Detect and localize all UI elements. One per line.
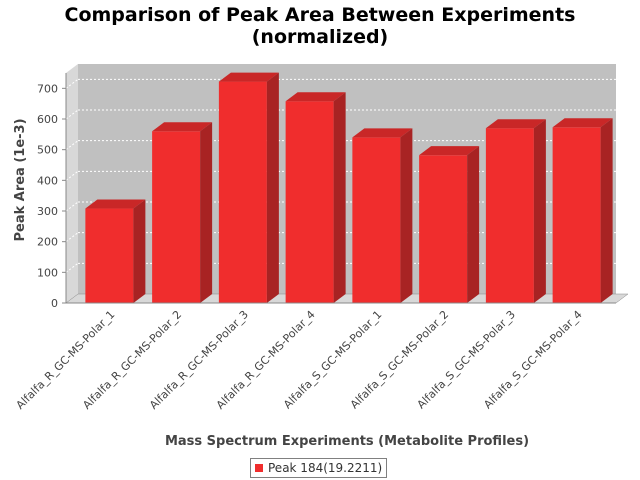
y-tick-label: 600 [37, 113, 58, 126]
bar-side [533, 119, 546, 303]
bar-top [485, 119, 546, 129]
gridline-side [65, 109, 79, 120]
bar [152, 131, 201, 303]
gridline-side [65, 201, 79, 212]
y-tick-label: 400 [37, 174, 58, 187]
bar-side [600, 118, 613, 303]
gridline-side [65, 170, 79, 181]
legend-label: Peak 184(19.2211) [268, 461, 383, 475]
y-tick-label: 300 [37, 205, 58, 218]
y-tick-label: 500 [37, 144, 58, 157]
gridline-side [65, 140, 79, 151]
bar-side [467, 146, 480, 303]
y-axis-label: Peak Area (1e-3) [13, 118, 28, 241]
chart-title-line-1: Comparison of Peak Area Between Experime… [64, 4, 576, 26]
bar-top [152, 122, 213, 132]
bar-side [266, 72, 279, 303]
bar-side [333, 92, 346, 303]
bar-top [419, 146, 480, 156]
gridline-side [65, 262, 79, 273]
gridline-side [65, 232, 79, 243]
legend: Peak 184(19.2211) [250, 458, 388, 478]
bar-top [218, 72, 279, 82]
gridline-side [65, 78, 79, 89]
y-tick-label: 100 [37, 266, 58, 279]
bar [552, 127, 601, 303]
legend-swatch [255, 464, 263, 472]
chart-title-line-2: (normalized) [251, 26, 389, 48]
bar [218, 81, 267, 303]
bar-top [285, 92, 346, 102]
y-tick-label: 0 [51, 297, 58, 310]
bars [85, 72, 613, 304]
bar [419, 155, 468, 303]
bar [85, 208, 134, 303]
bar-top [85, 199, 146, 209]
y-tick-label: 200 [37, 236, 58, 249]
x-axis-label: Mass Spectrum Experiments (Metabolite Pr… [165, 434, 529, 449]
bar [485, 128, 534, 303]
plot-left-wall [66, 64, 78, 303]
bar [285, 101, 334, 303]
bar-side [133, 199, 146, 303]
bar-side [200, 122, 213, 304]
bar-side [400, 128, 413, 303]
bar-top [352, 128, 413, 138]
bar [352, 137, 401, 303]
y-tick-label: 700 [37, 82, 58, 95]
bar-top [552, 118, 613, 128]
